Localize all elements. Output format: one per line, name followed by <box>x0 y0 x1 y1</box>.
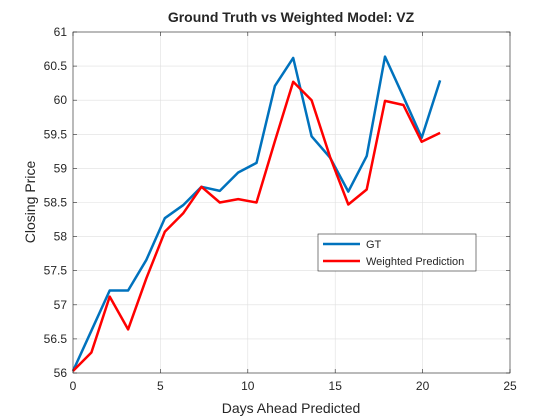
x-tick-label: 15 <box>329 379 343 393</box>
y-axis: 56 56.5 57 57.5 58 58.5 59 59.5 60 60.5 61 <box>44 25 510 380</box>
y-tick-label: 56 <box>54 366 68 380</box>
y-tick-label: 61 <box>54 25 68 39</box>
chart-title: Ground Truth vs Weighted Model: VZ <box>168 9 415 25</box>
x-axis-label: Days Ahead Predicted <box>222 400 361 416</box>
y-tick-label: 59.5 <box>44 127 68 141</box>
series-line-weighted-prediction <box>72 80 441 372</box>
legend-box <box>317 233 477 272</box>
x-tick-label: 25 <box>503 379 517 393</box>
y-tick-label: 59 <box>54 161 68 175</box>
series-line-gt <box>71 55 442 372</box>
y-tick-label: 56.5 <box>44 332 68 346</box>
y-axis-label: Closing Price <box>22 161 38 244</box>
legend-label-gt: GT <box>366 239 382 251</box>
x-axis: 0 5 10 15 20 25 <box>70 32 517 393</box>
legend-label-weighted-prediction: Weighted Prediction <box>366 256 464 268</box>
y-tick-label: 60 <box>54 93 68 107</box>
x-tick-label: 0 <box>70 379 77 393</box>
y-tick-label: 57.5 <box>44 264 68 278</box>
y-tick-label: 58.5 <box>44 196 68 210</box>
y-tick-label: 58 <box>54 230 68 244</box>
legend: GT Weighted Prediction <box>317 233 477 272</box>
x-tick-label: 20 <box>416 379 430 393</box>
y-tick-label: 57 <box>54 298 68 312</box>
x-tick-label: 10 <box>241 379 255 393</box>
y-tick-label: 60.5 <box>44 59 68 73</box>
series-group <box>71 55 442 372</box>
x-tick-label: 5 <box>157 379 164 393</box>
